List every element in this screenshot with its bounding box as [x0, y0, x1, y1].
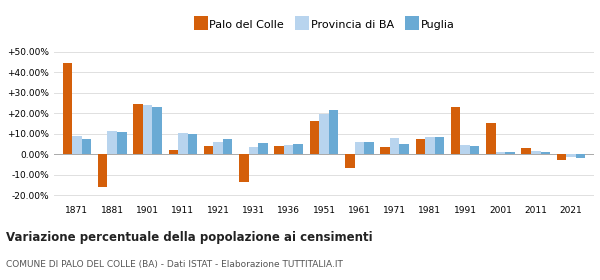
- Bar: [82, 139, 91, 154]
- Bar: [319, 114, 329, 154]
- Bar: [188, 134, 197, 154]
- Text: Variazione percentuale della popolazione ai censimenti: Variazione percentuale della popolazione…: [6, 231, 373, 244]
- Bar: [258, 143, 268, 154]
- Bar: [62, 63, 72, 154]
- Bar: [416, 139, 425, 154]
- Bar: [178, 133, 188, 154]
- Bar: [223, 139, 232, 154]
- Bar: [425, 137, 434, 154]
- Bar: [505, 152, 515, 154]
- Bar: [355, 142, 364, 154]
- Bar: [98, 154, 107, 187]
- Bar: [214, 142, 223, 154]
- Legend: Palo del Colle, Provincia di BA, Puglia: Palo del Colle, Provincia di BA, Puglia: [194, 20, 454, 31]
- Bar: [152, 107, 162, 154]
- Bar: [470, 146, 479, 154]
- Bar: [576, 154, 586, 158]
- Bar: [345, 154, 355, 168]
- Bar: [143, 105, 152, 154]
- Bar: [293, 144, 303, 154]
- Bar: [541, 152, 550, 154]
- Bar: [364, 142, 374, 154]
- Bar: [133, 104, 143, 154]
- Text: COMUNE DI PALO DEL COLLE (BA) - Dati ISTAT - Elaborazione TUTTITALIA.IT: COMUNE DI PALO DEL COLLE (BA) - Dati IST…: [6, 260, 343, 269]
- Bar: [204, 146, 214, 154]
- Bar: [390, 138, 400, 154]
- Bar: [239, 154, 248, 182]
- Bar: [72, 136, 82, 154]
- Bar: [460, 145, 470, 154]
- Bar: [496, 152, 505, 154]
- Bar: [531, 151, 541, 154]
- Bar: [107, 131, 117, 154]
- Bar: [310, 122, 319, 154]
- Bar: [566, 154, 576, 157]
- Bar: [486, 123, 496, 154]
- Bar: [557, 154, 566, 160]
- Bar: [434, 137, 444, 154]
- Bar: [169, 150, 178, 154]
- Bar: [521, 148, 531, 154]
- Bar: [400, 144, 409, 154]
- Bar: [117, 132, 127, 154]
- Bar: [284, 145, 293, 154]
- Bar: [380, 147, 390, 154]
- Bar: [274, 146, 284, 154]
- Bar: [451, 107, 460, 154]
- Bar: [329, 110, 338, 154]
- Bar: [248, 147, 258, 154]
